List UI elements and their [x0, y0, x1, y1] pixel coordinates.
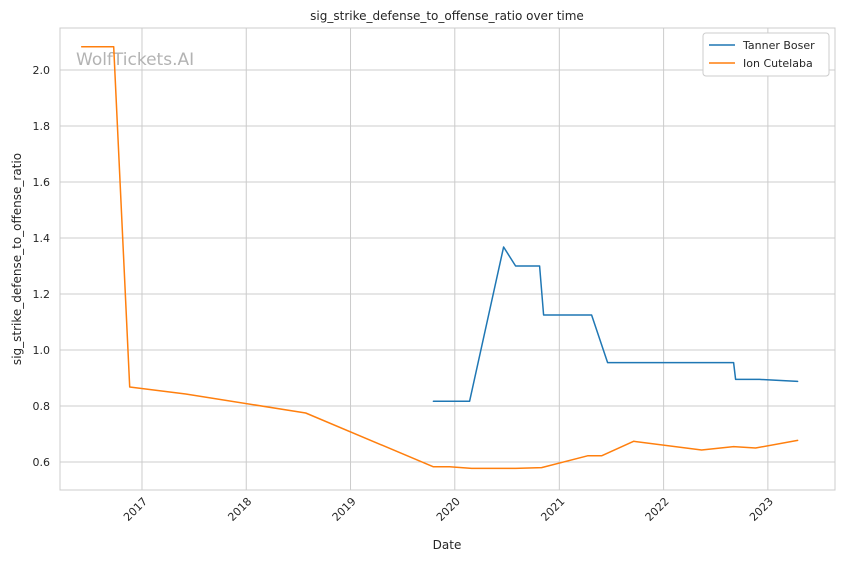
y-tick-label: 0.6 [33, 456, 51, 469]
x-gridlines [141, 28, 769, 490]
x-tick-labels: 2017 2018 2019 2020 2021 2022 2023 [121, 495, 776, 524]
x-tick-label: 2021 [538, 495, 567, 524]
watermark: WolfTickets.AI [76, 50, 194, 70]
y-tick-label: 1.6 [33, 176, 51, 189]
y-tick-label: 1.4 [33, 232, 51, 245]
series-layer [80, 46, 799, 470]
x-tick-label: 2019 [330, 495, 359, 524]
y-tick-label: 0.8 [33, 400, 51, 413]
legend-label-tanner-boser: Tanner Boser [742, 39, 815, 52]
legend-label-ion-cutelaba: Ion Cutelaba [743, 57, 813, 70]
y-axis-label: sig_strike_defense_to_offense_ratio [10, 153, 24, 365]
x-tick-label: 2022 [643, 495, 672, 524]
y-gridlines [60, 69, 835, 463]
series-line-ion-cutelaba [80, 46, 799, 470]
chart-title: sig_strike_defense_to_offense_ratio over… [310, 9, 584, 23]
y-tick-labels: 0.6 0.8 1.0 1.2 1.4 1.6 1.8 2.0 [33, 64, 51, 469]
y-tick-label: 1.0 [33, 344, 51, 357]
y-tick-label: 1.2 [33, 288, 51, 301]
y-tick-label: 1.8 [33, 120, 51, 133]
series-line-tanner-boser [432, 246, 799, 402]
y-tick-label: 2.0 [33, 64, 51, 77]
x-tick-label: 2017 [121, 495, 150, 524]
legend: Tanner Boser Ion Cutelaba [702, 32, 830, 77]
x-tick-label: 2018 [225, 495, 254, 524]
plot-area-background [60, 28, 835, 490]
x-tick-label: 2023 [747, 495, 776, 524]
plot-frame [59, 27, 836, 491]
legend-box [702, 32, 830, 77]
x-tick-label: 2020 [434, 495, 463, 524]
x-axis-label: Date [433, 538, 462, 552]
